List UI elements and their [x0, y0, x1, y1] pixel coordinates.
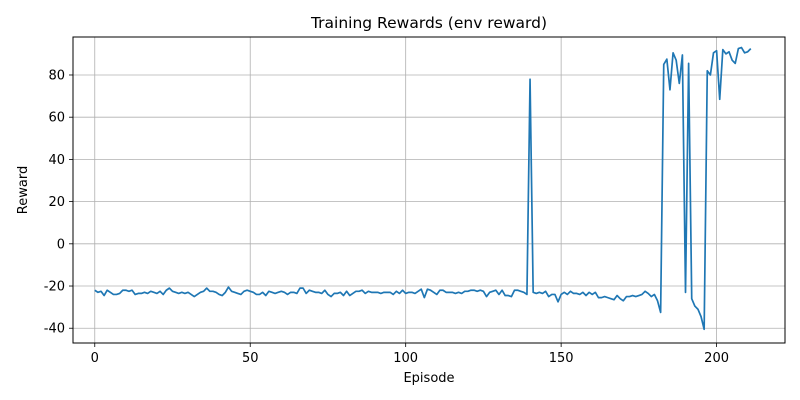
- y-tick-label: -20: [44, 280, 65, 295]
- y-tick-label: 0: [57, 237, 65, 252]
- x-axis-title: Episode: [403, 371, 454, 386]
- x-tick-label: 0: [91, 351, 99, 366]
- y-tick-label: 80: [48, 68, 65, 83]
- x-tick-label: 200: [704, 351, 729, 366]
- y-axis-title: Reward: [16, 166, 31, 214]
- plot-frame: [72, 36, 786, 344]
- y-axis-ticks: -40 -20 0 20 40 60 80: [44, 68, 73, 337]
- y-tick-label: 40: [48, 153, 65, 168]
- x-tick-label: 100: [393, 351, 418, 366]
- x-axis-ticks: 0 50 100 150 200: [91, 343, 729, 366]
- x-tick-label: 150: [549, 351, 574, 366]
- reward-series-line: [94, 46, 752, 331]
- y-tick-label: 60: [48, 111, 65, 126]
- y-tick-label: 20: [48, 195, 65, 210]
- x-tick-label: 50: [242, 351, 259, 366]
- y-tick-label: -40: [44, 322, 65, 337]
- grid-lines: [73, 37, 785, 343]
- chart-title: Training Rewards (env reward): [310, 14, 547, 32]
